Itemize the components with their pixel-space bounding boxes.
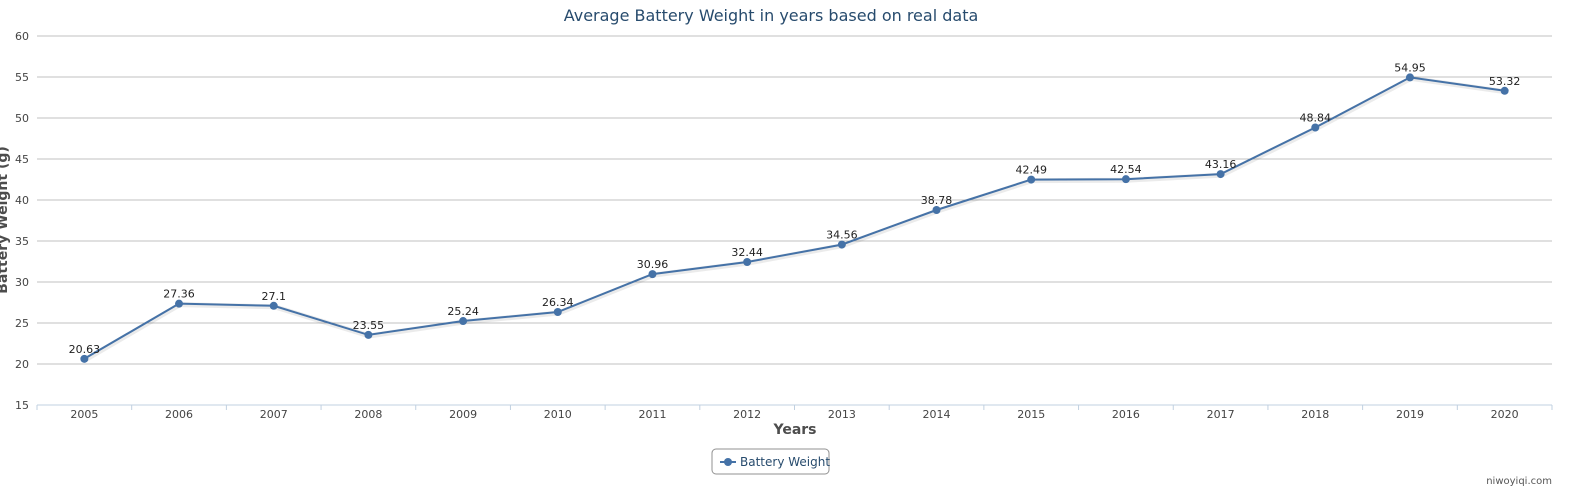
data-point-2009 [459, 317, 468, 326]
x-tick-2012: 2012 [733, 408, 761, 421]
data-label-2015: 42.49 [1015, 164, 1047, 177]
x-tick-2013: 2013 [828, 408, 856, 421]
data-point-2008 [364, 330, 373, 339]
data-label-2007: 27.1 [261, 290, 286, 303]
y-tick-35: 35 [15, 235, 29, 248]
x-tick-2009: 2009 [449, 408, 477, 421]
x-tick-2020: 2020 [1491, 408, 1519, 421]
data-point-2016 [1121, 175, 1130, 184]
grid-lines [37, 35, 1552, 406]
series-line [83, 76, 1505, 360]
y-tick-40: 40 [15, 194, 29, 207]
y-tick-25: 25 [15, 317, 29, 330]
data-label-2012: 32.44 [731, 246, 763, 259]
data-label-2005: 20.63 [69, 343, 101, 356]
credit-text[interactable]: niwoyiqi.com [1486, 476, 1552, 487]
data-label-2008: 23.55 [353, 319, 385, 332]
data-point-2007 [269, 301, 278, 310]
data-point-2012 [743, 257, 752, 266]
data-point-2018 [1311, 123, 1320, 132]
x-tick-2019: 2019 [1396, 408, 1424, 421]
x-tick-2005: 2005 [70, 408, 98, 421]
y-tick-20: 20 [15, 358, 29, 371]
legend[interactable]: Battery Weight [711, 448, 830, 475]
x-axis-title: Years [772, 422, 816, 438]
data-point-2010 [553, 308, 562, 317]
data-point-2014 [932, 206, 941, 215]
data-point-2015 [1027, 175, 1036, 184]
series-line-shadow [84, 75, 1507, 362]
data-label-2010: 26.34 [542, 296, 574, 309]
data-point-2019 [1405, 73, 1414, 82]
data-point-2005 [80, 354, 89, 363]
x-tick-2011: 2011 [638, 408, 666, 421]
y-tick-55: 55 [15, 71, 29, 84]
x-tick-2014: 2014 [923, 408, 951, 421]
data-label-2020: 53.32 [1489, 75, 1521, 88]
data-label-2009: 25.24 [447, 305, 479, 318]
y-tick-60: 60 [15, 30, 29, 43]
data-label-2011: 30.96 [637, 258, 669, 271]
x-tick-2006: 2006 [165, 408, 193, 421]
data-point-2020 [1500, 86, 1509, 95]
chart-title: Average Battery Weight in years based on… [564, 6, 979, 25]
y-axis-title: Battery Weight (g) [0, 146, 11, 294]
data-label-2017: 43.16 [1205, 158, 1237, 171]
legend-marker [724, 458, 732, 466]
data-point-2017 [1216, 170, 1225, 179]
data-label-2013: 34.56 [826, 229, 858, 242]
data-label-2014: 38.78 [921, 194, 953, 207]
y-axis-ticks: 15 20 25 30 35 40 45 50 55 60 [15, 30, 29, 412]
x-tick-2007: 2007 [260, 408, 288, 421]
x-tick-2017: 2017 [1207, 408, 1235, 421]
data-label-2019: 54.95 [1394, 61, 1426, 74]
y-tick-30: 30 [15, 276, 29, 289]
data-point-2011 [648, 270, 657, 279]
data-label-2016: 42.54 [1110, 163, 1142, 176]
legend-item-battery-weight[interactable]: Battery Weight [740, 455, 830, 469]
x-tick-2016: 2016 [1112, 408, 1140, 421]
y-tick-50: 50 [15, 112, 29, 125]
data-point-2006 [175, 299, 184, 308]
data-point-2013 [837, 240, 846, 249]
series-battery-weight: 20.63 27.36 27.1 23.55 25.24 26.34 30.96 32.44 3… [69, 61, 1521, 363]
x-axis: 2005 2006 2007 2008 2009 2010 2011 2012 2013 2014… [36, 404, 1553, 421]
x-tick-2015: 2015 [1017, 408, 1045, 421]
y-tick-45: 45 [15, 153, 29, 166]
data-label-2006: 27.36 [163, 288, 195, 301]
x-tick-2018: 2018 [1301, 408, 1329, 421]
x-tick-2010: 2010 [544, 408, 572, 421]
x-tick-2008: 2008 [354, 408, 382, 421]
legend-box [711, 448, 830, 475]
y-tick-15: 15 [15, 399, 29, 412]
data-label-2018: 48.84 [1300, 112, 1332, 125]
